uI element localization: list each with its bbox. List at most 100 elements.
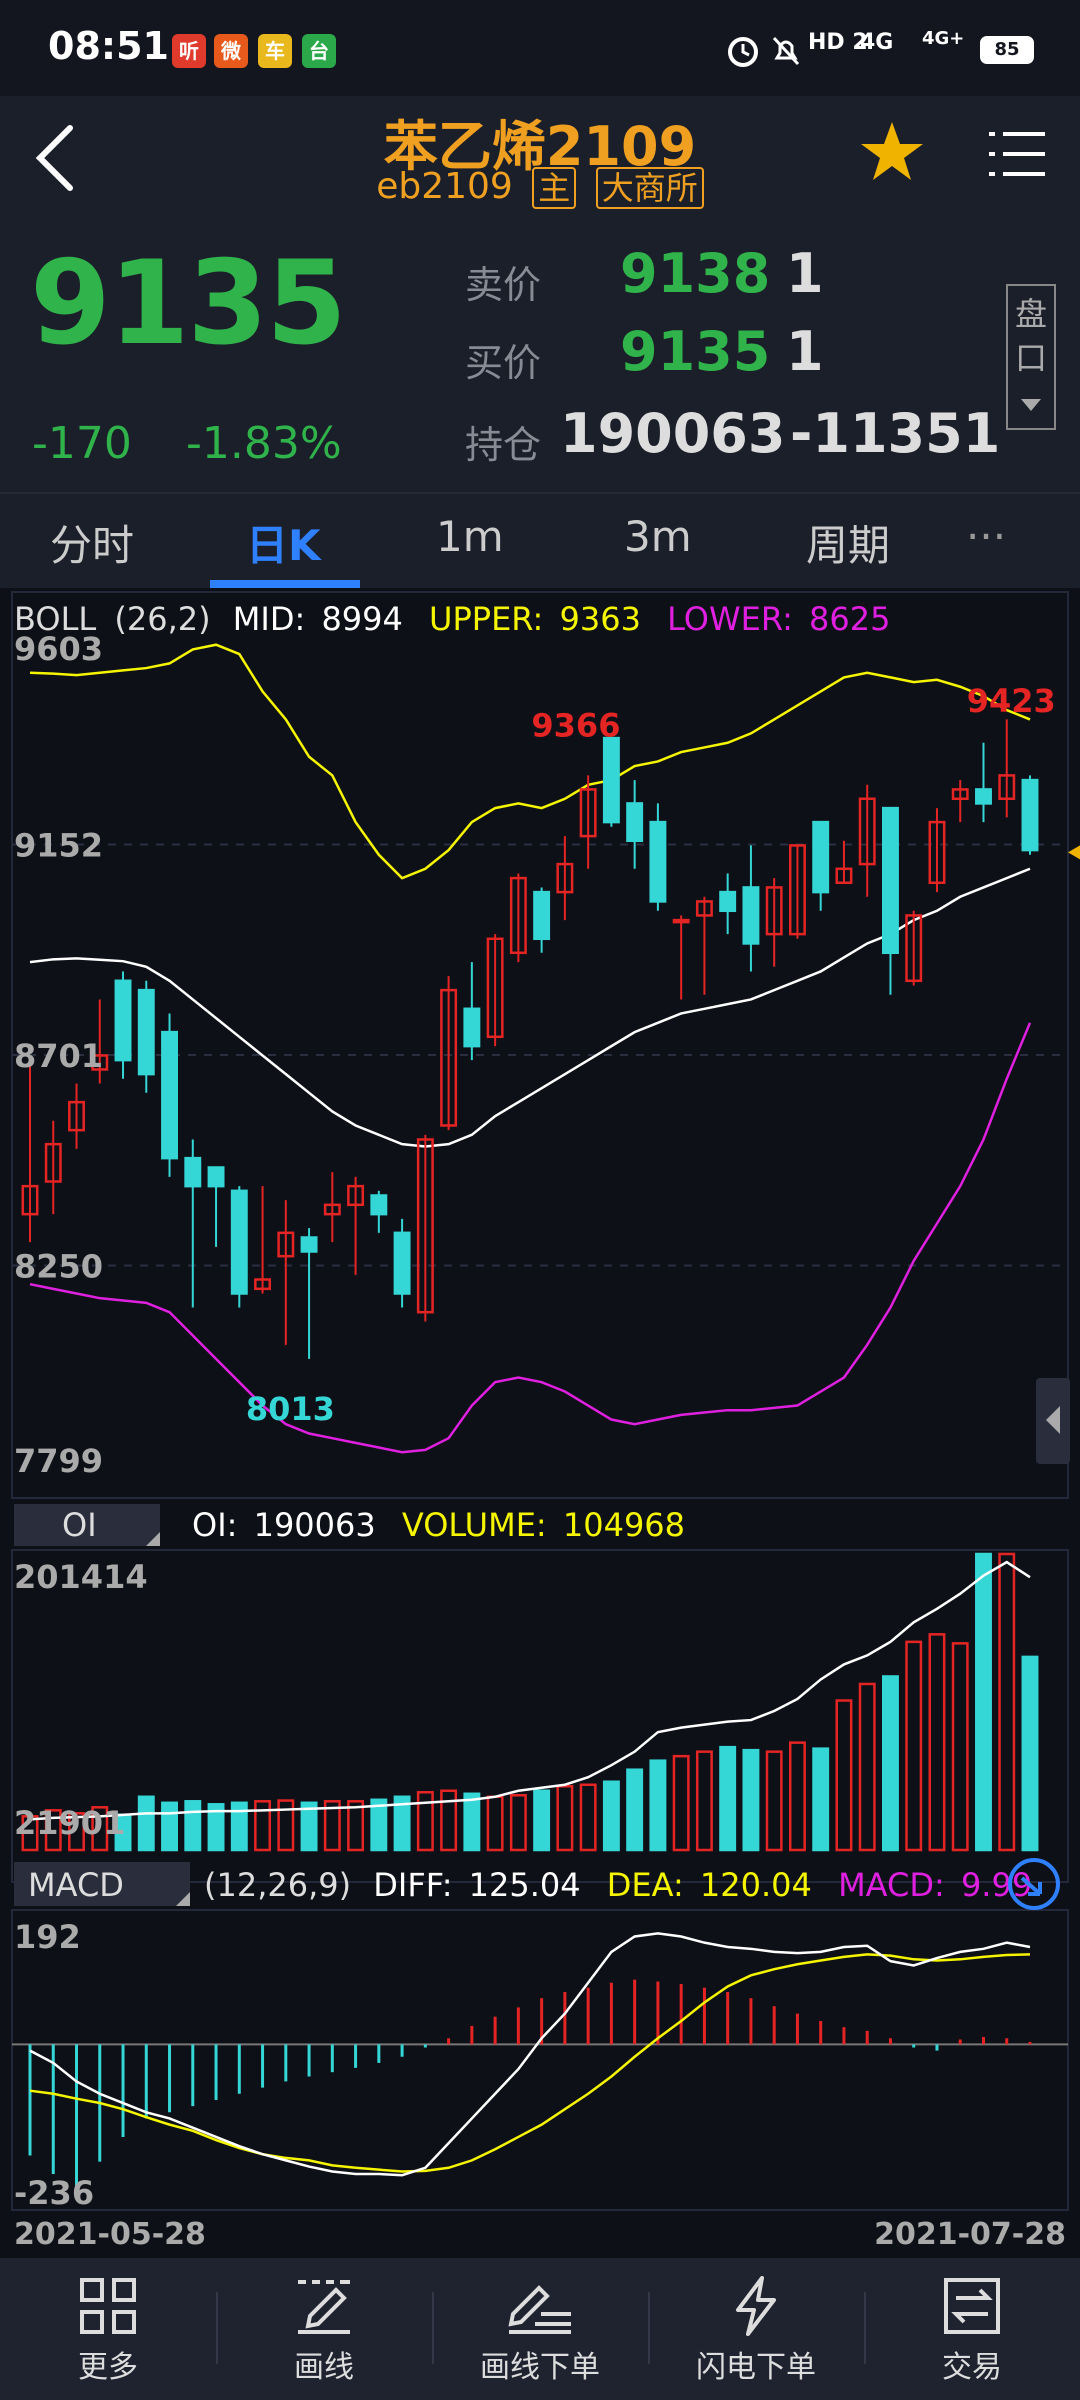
volume-bar [207,1803,225,1852]
volume-bar [719,1745,737,1852]
candle-body [68,1100,85,1132]
volume-bar [975,1552,992,1852]
open-interest-line [29,1560,1031,1821]
favorite-star-icon[interactable] [855,116,929,190]
chart-collapse-handle[interactable] [1036,1378,1070,1464]
toolbar-divider [432,2292,434,2364]
order-book-char-1: 盘 [1014,295,1047,333]
pen-lines-icon [508,2285,571,2334]
period-high-label: 9366 [531,707,620,745]
weibo-notification-icon: 微 [214,34,248,68]
oi-value: 190063 [254,1506,376,1544]
contract-code: eb2109 [376,166,513,207]
boll-lower-line [29,1022,1032,1454]
candle-body [207,1166,225,1188]
candle-body [835,867,853,885]
volume-bar [556,1784,574,1852]
volume-value: 104968 [563,1506,685,1544]
candle-body [951,788,969,801]
candle-body [765,886,783,936]
battery-indicator: 85 [980,36,1034,64]
x-axis-start-date: 2021-05-28 [14,2217,206,2252]
caret-down-icon [1021,399,1041,411]
more-button[interactable]: 更多 [0,2268,216,2400]
reset-zoom-icon[interactable] [1008,1858,1060,1910]
app-notification-icon: 听 [172,34,206,68]
volume-bar [440,1789,458,1852]
volume-bar [323,1800,341,1852]
candle-body [440,988,458,1127]
volume-bar [137,1795,155,1852]
volume-bar [626,1768,644,1852]
draw-line-order-button[interactable]: 画线下单 [432,2268,648,2400]
tab-daily-k[interactable]: 日K [246,521,321,570]
candle-body [44,1142,62,1183]
boll-upper-line [29,643,1031,880]
car-notification-icon: 车 [258,34,292,68]
status-time: 08:51 [48,24,169,68]
swap-icon [944,2278,1000,2334]
flash-order-button[interactable]: 闪电下单 [648,2268,864,2400]
flash-order-label: 闪电下单 [696,2350,816,2385]
volume-bar [393,1795,411,1852]
candle-body [393,1231,411,1295]
volume-bar [254,1800,272,1852]
tab-period[interactable]: 周期 [806,521,891,570]
volume-bar [91,1806,109,1852]
candle-body [370,1194,388,1216]
price-axis-tick: 9603 [14,630,103,668]
macd-dea-line [29,1953,1031,2173]
price-axis-labels: 9603 9152 8701 8250 7799 [14,630,103,1480]
volume-bar [998,1552,1016,1852]
order-book-toggle[interactable]: 盘 口 [1006,284,1056,430]
macd-macd-value: 9.99 [961,1866,1032,1904]
candle-body [91,1054,109,1071]
ask-volume: 1 [786,242,824,305]
bid-price: 9135 [620,320,771,383]
candle-body [812,820,830,894]
volume-bars [21,1552,1039,1852]
tv-notification-icon: 台 [302,34,336,68]
open-interest-label: 持仓 [465,423,542,467]
exchange-badge: 大商所 [595,167,704,209]
candle-body [114,979,132,1062]
macd-header: (12,26,9) DIFF: 125.04 DEA: 120.04 MACD:… [204,1866,1032,1904]
macd-indicator-selector[interactable]: MACD [14,1862,190,1906]
volume-bar [463,1792,481,1852]
volume-bar [602,1780,620,1852]
price-axis-tick: 8250 [14,1248,103,1286]
kline-chart-area[interactable]: BOLL (26,2) MID: 8994 UPPER: 9363 LOWER:… [0,588,1080,2258]
candle-body [254,1278,272,1291]
toolbar-divider [648,2292,650,2364]
active-tab-indicator [210,580,360,588]
trade-button[interactable]: 交易 [864,2268,1080,2400]
volume-bar [835,1699,853,1852]
candle-body [416,1138,434,1314]
volume-bar [788,1741,806,1852]
network-4g-plus: 4G+ [922,28,965,49]
quote-panel: 9135 -170 -1.83% 卖价 9138 1 买价 9135 1 持仓 … [0,222,1080,492]
candle-body [230,1189,248,1295]
tab-3m[interactable]: 3m [624,512,692,561]
macd-histogram [28,1979,1032,2187]
oi-indicator-selector[interactable]: OI [14,1504,160,1546]
candle-body [463,1007,481,1048]
volume-bar [905,1640,923,1852]
x-axis-end-date: 2021-07-28 [874,2217,1066,2252]
menu-list-icon[interactable] [985,124,1049,184]
kline-chart-svg[interactable]: BOLL (26,2) MID: 8994 UPPER: 9363 LOWER:… [0,588,1080,2258]
open-interest-value: 190063 [560,402,786,465]
volume-bar [812,1747,830,1852]
volume-bar [300,1801,318,1852]
candle-body [184,1156,202,1188]
tab-1m[interactable]: 1m [436,512,504,561]
back-chevron-icon[interactable] [26,118,96,198]
candle-body [602,736,620,824]
volume-bar [533,1789,551,1852]
bid-label: 买价 [465,341,542,385]
bid-volume: 1 [786,320,824,383]
tabs-more-button[interactable]: ··· [966,512,1007,561]
volume-bar [347,1800,365,1852]
tab-intraday[interactable]: 分时 [50,521,135,570]
draw-line-button[interactable]: 画线 [216,2268,432,2400]
